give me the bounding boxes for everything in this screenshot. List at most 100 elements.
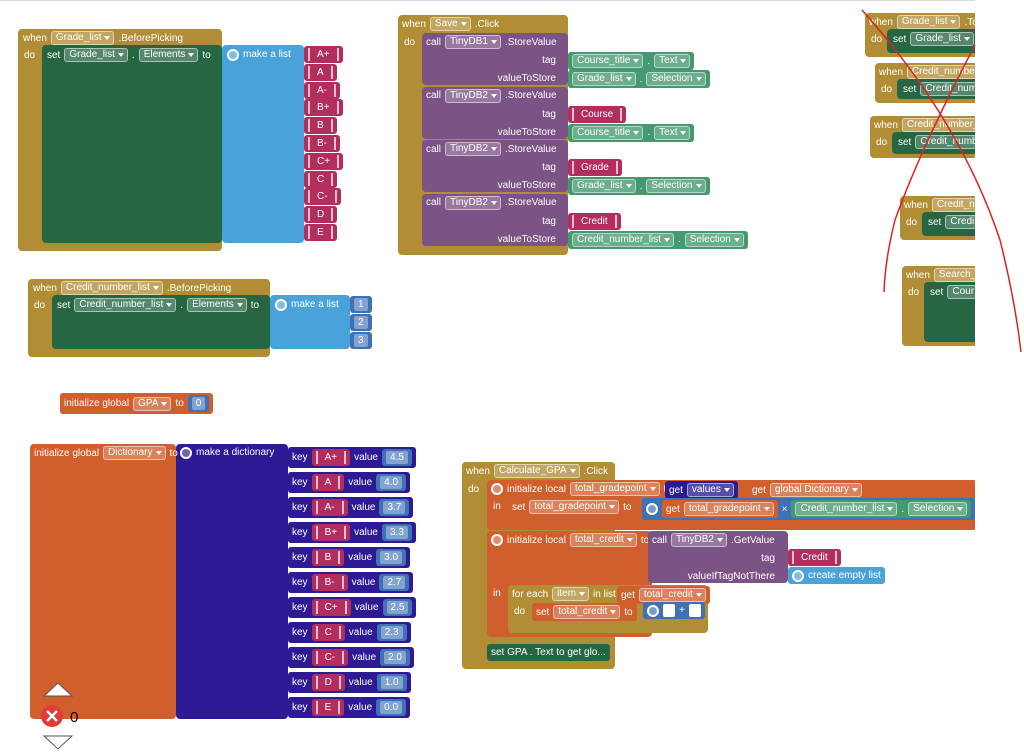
label: value (354, 602, 379, 613)
label: 1 (354, 298, 368, 311)
dropdown[interactable]: Credit_number_list (74, 298, 177, 312)
text-block: B+ (304, 99, 343, 117)
dropdown[interactable]: Credi (945, 215, 975, 229)
setter-header: set Credi (928, 215, 975, 229)
math-block: get total_gradepoint × Credit_number_list. S… (642, 498, 975, 520)
dropdown[interactable]: TinyDB2 (445, 88, 501, 103)
dropdown[interactable]: item (552, 587, 590, 601)
next-warning[interactable] (42, 735, 74, 750)
label: key (292, 527, 308, 538)
mutator-gear (227, 48, 239, 61)
label: B+ (315, 526, 347, 539)
label: when (879, 66, 903, 78)
list-header: make a list (227, 48, 291, 61)
dropdown[interactable]: Elements (138, 48, 199, 62)
label: initialize global (64, 398, 130, 409)
component-getter: Credit_number_list. Selection (791, 500, 972, 518)
dropdown[interactable]: Dictionary (103, 446, 166, 460)
dropdown[interactable]: Selection (646, 72, 706, 86)
label: initialize local (507, 534, 566, 546)
dropdown[interactable]: total_gradepoint (569, 482, 660, 496)
dropdown[interactable]: Cour (947, 285, 975, 299)
dropdown[interactable]: Course_title (572, 54, 644, 68)
dropdown[interactable]: Grade_list (896, 15, 961, 29)
label: to (175, 398, 184, 409)
label: do (24, 50, 36, 61)
mutator-gear (491, 483, 503, 495)
mutator-gear (647, 604, 659, 617)
dropdown[interactable]: Grade_list (50, 31, 115, 45)
label: .BeforePicking (166, 282, 232, 294)
number-block: 0 (187, 395, 210, 412)
text-block: C+ (304, 152, 344, 170)
label: do (876, 137, 888, 148)
dropdown[interactable]: Credit_number_list (60, 281, 163, 295)
text-block: B+ (311, 524, 351, 541)
dropdown[interactable]: global Dictionary (769, 483, 862, 497)
dropdown[interactable]: Text (654, 125, 691, 140)
text-block: A (304, 63, 337, 81)
dropdown[interactable]: total_gradepoint (529, 500, 620, 514)
previous-warning[interactable] (42, 682, 74, 697)
dropdown[interactable]: Credit_number_list (572, 232, 674, 247)
component-getter: Grade_list. Selection (568, 70, 710, 88)
dropdown[interactable]: Save (429, 17, 471, 31)
dropdown[interactable]: total_gradepoint (683, 502, 774, 516)
label: 4.5 (385, 451, 408, 464)
component-getter: Course_title. Text (568, 123, 695, 142)
dropdown[interactable]: Credit_numb (915, 135, 975, 149)
label: 2.0 (384, 651, 406, 664)
text-block: Grade (568, 159, 622, 176)
call-header: call TinyDB2 .StoreValue (426, 142, 557, 156)
dropdown[interactable]: TinyDB2 (445, 195, 501, 210)
dropdown[interactable]: Grade_list (64, 48, 128, 62)
mutator-gear (491, 534, 503, 546)
dropdown[interactable]: Grade_list (572, 72, 636, 86)
label: .StoreValue (505, 143, 557, 155)
dropdown[interactable]: Credit_number_list (795, 502, 898, 516)
setter-block (922, 212, 975, 236)
dropdown[interactable]: Selection (684, 232, 744, 247)
label: C (308, 172, 334, 186)
setter-block (42, 45, 222, 243)
dropdown[interactable]: Grade_list (910, 32, 974, 46)
dropdown[interactable]: TinyDB1 (445, 35, 501, 49)
label: 0.0 (380, 701, 403, 714)
dropdown[interactable]: TinyDB2 (445, 142, 501, 156)
text-block: B (311, 549, 345, 566)
dropdown[interactable]: Credit_number (906, 65, 975, 79)
dropdown[interactable]: Selection (908, 502, 968, 516)
dropdown[interactable]: Search_ (933, 268, 975, 282)
dropdown[interactable]: GPA (133, 396, 172, 411)
dropdown[interactable]: Course_title (572, 125, 644, 140)
dropdown[interactable]: Elements (187, 298, 247, 312)
label: Credit (572, 214, 617, 228)
label: 2.5 (386, 601, 409, 614)
dropdown[interactable]: values (686, 483, 734, 497)
label: tag (542, 162, 556, 173)
event-header: when Grade_list .BeforePicking (23, 31, 183, 45)
list-block (222, 45, 304, 243)
dropdown[interactable]: total_credit (553, 605, 621, 619)
label: set (930, 286, 944, 298)
dropdown[interactable]: total_credit (638, 588, 706, 602)
component-getter: Grade_list. Selection (568, 177, 710, 195)
dropdown[interactable]: Credit_num (920, 82, 975, 96)
cross-line (861, 9, 1022, 353)
dropdown[interactable]: Credit_n (931, 198, 975, 212)
label: tag (542, 55, 556, 66)
label: when (904, 199, 928, 211)
list-block: create empty list (788, 567, 885, 584)
dropdown[interactable]: TinyDB2 (671, 533, 727, 547)
dropdown[interactable]: Grade_list (572, 179, 636, 193)
dropdown[interactable]: Text (654, 54, 691, 68)
dropdown[interactable]: Selection (646, 179, 706, 193)
component-getter: Credit_number_list. Selection (568, 230, 748, 249)
label: A- (308, 83, 336, 97)
label: get (669, 484, 683, 496)
dropdown[interactable]: total_credit (569, 533, 637, 547)
component-getter: Course_title. Text (568, 52, 695, 70)
dropdown[interactable]: Calculate_GPA (493, 464, 580, 478)
